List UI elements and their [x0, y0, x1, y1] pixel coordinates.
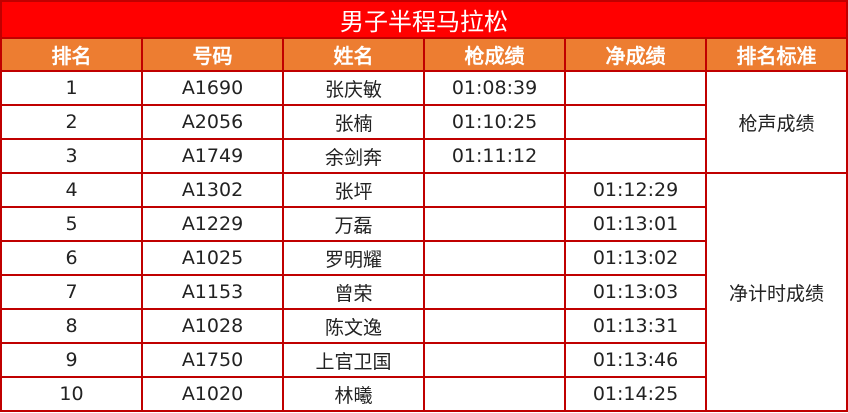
cell-bib: A1690: [141, 70, 284, 106]
cell-name: 张楠: [282, 104, 425, 140]
cell-bib: A1153: [141, 274, 284, 310]
cell-gun: [423, 172, 566, 208]
cell-bib: A1749: [141, 138, 284, 174]
table-row: 3 A1749 余剑奔 01:11:12: [0, 138, 847, 174]
cell-name: 张庆敏: [282, 70, 425, 106]
cell-bib: A1302: [141, 172, 284, 208]
cell-rank: 10: [0, 376, 143, 412]
cell-net: 01:13:01: [564, 206, 707, 242]
cell-gun: 01:11:12: [423, 138, 566, 174]
column-header: 姓名: [282, 37, 425, 72]
cell-name: 万磊: [282, 206, 425, 242]
column-header: 号码: [141, 37, 284, 72]
cell-gun: [423, 274, 566, 310]
cell-name: 林曦: [282, 376, 425, 412]
cell-rank: 9: [0, 342, 143, 378]
cell-net: 01:13:02: [564, 240, 707, 276]
table-row: 5 A1229 万磊 01:13:01: [0, 206, 847, 242]
cell-standard: 枪声成绩: [705, 70, 848, 174]
cell-rank: 7: [0, 274, 143, 310]
cell-bib: A2056: [141, 104, 284, 140]
cell-net: 01:13:03: [564, 274, 707, 310]
cell-rank: 6: [0, 240, 143, 276]
cell-name: 张坪: [282, 172, 425, 208]
table-row: 8 A1028 陈文逸 01:13:31: [0, 308, 847, 344]
cell-gun: [423, 206, 566, 242]
cell-gun: [423, 342, 566, 378]
cell-rank: 5: [0, 206, 143, 242]
cell-gun: [423, 376, 566, 412]
cell-gun: [423, 308, 566, 344]
column-header: 枪成绩: [423, 37, 566, 72]
cell-net: [564, 138, 707, 174]
column-header: 排名标准: [705, 37, 848, 72]
cell-net: 01:13:46: [564, 342, 707, 378]
cell-bib: A1028: [141, 308, 284, 344]
table-row: 2 A2056 张楠 01:10:25: [0, 104, 847, 140]
cell-bib: A1750: [141, 342, 284, 378]
cell-rank: 1: [0, 70, 143, 106]
cell-standard: 净计时成绩: [705, 172, 848, 412]
cell-net: 01:14:25: [564, 376, 707, 412]
cell-gun: 01:08:39: [423, 70, 566, 106]
cell-name: 上官卫国: [282, 342, 425, 378]
cell-rank: 8: [0, 308, 143, 344]
cell-bib: A1229: [141, 206, 284, 242]
table-row: 6 A1025 罗明耀 01:13:02: [0, 240, 847, 276]
cell-name: 陈文逸: [282, 308, 425, 344]
cell-gun: [423, 240, 566, 276]
cell-net: [564, 104, 707, 140]
column-header: 净成绩: [564, 37, 707, 72]
table-row: 1 A1690 张庆敏 01:08:39 枪声成绩: [0, 70, 848, 174]
cell-gun: 01:10:25: [423, 104, 566, 140]
table-row: 4 A1302 张坪 01:12:29 净计时成绩: [0, 172, 848, 412]
table-row: 7 A1153 曾荣 01:13:03: [0, 274, 847, 310]
cell-bib: A1025: [141, 240, 284, 276]
cell-rank: 3: [0, 138, 143, 174]
column-header: 排名: [0, 37, 143, 72]
header-row: 排名 号码 姓名 枪成绩 净成绩 排名标准: [0, 37, 848, 72]
cell-net: [564, 70, 707, 106]
table-title: 男子半程马拉松: [0, 0, 848, 39]
cell-name: 罗明耀: [282, 240, 425, 276]
cell-bib: A1020: [141, 376, 284, 412]
table-row: 9 A1750 上官卫国 01:13:46: [0, 342, 847, 378]
cell-name: 余剑奔: [282, 138, 425, 174]
cell-net: 01:12:29: [564, 172, 707, 208]
table-row: 10 A1020 林曦 01:14:25: [0, 376, 847, 412]
cell-rank: 2: [0, 104, 143, 140]
cell-rank: 4: [0, 172, 143, 208]
cell-net: 01:13:31: [564, 308, 707, 344]
cell-name: 曾荣: [282, 274, 425, 310]
